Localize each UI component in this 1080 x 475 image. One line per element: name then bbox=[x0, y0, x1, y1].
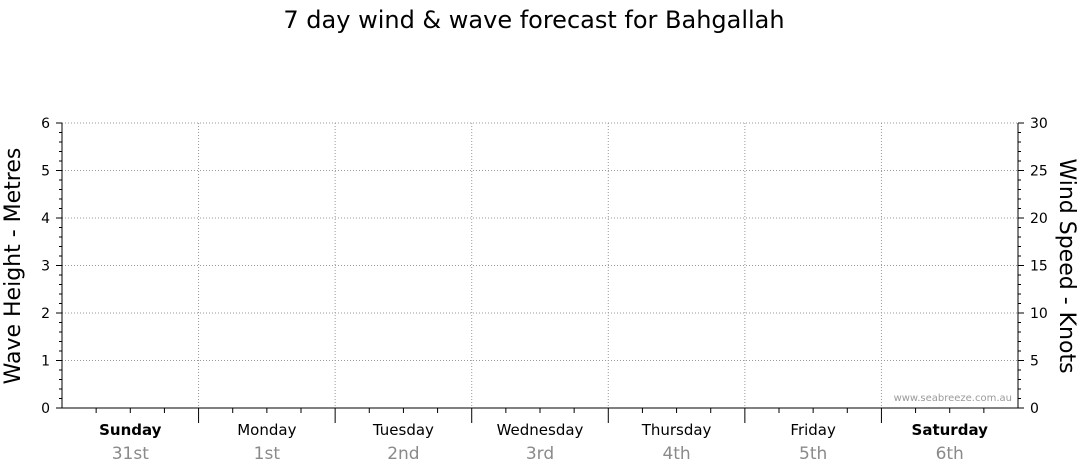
day-date-label: 1st bbox=[254, 444, 281, 464]
axes bbox=[61, 123, 1019, 423]
left-tick-label: 5 bbox=[41, 164, 50, 180]
day-date-label: 2nd bbox=[387, 444, 419, 464]
right-tick-label: 25 bbox=[1030, 164, 1048, 180]
right-tick-label: 20 bbox=[1030, 211, 1048, 227]
right-tick-label: 15 bbox=[1030, 259, 1048, 275]
day-date-label: 4th bbox=[662, 444, 690, 464]
left-tick-label: 4 bbox=[41, 211, 50, 227]
day-name-label: Thursday bbox=[641, 421, 712, 439]
left-tick-label: 2 bbox=[41, 306, 50, 322]
right-tick-label: 10 bbox=[1030, 306, 1048, 322]
day-date-label: 3rd bbox=[526, 444, 554, 464]
left-axis-ticks: 0 1 2 3 4 5 6 bbox=[41, 116, 62, 417]
day-name-label: Saturday bbox=[912, 421, 989, 439]
left-tick-label: 1 bbox=[41, 354, 50, 370]
chart-title: 7 day wind & wave forecast for Bahgallah bbox=[283, 6, 784, 34]
day-name-label: Monday bbox=[237, 421, 296, 439]
day-labels: Sunday 31st Monday 1st Tuesday 2nd Wednesday 3r… bbox=[99, 421, 988, 464]
day-name-label: Friday bbox=[790, 421, 836, 439]
right-axis-ticks: 0 5 10 15 20 25 30 bbox=[1018, 116, 1048, 417]
day-date-label: 5th bbox=[799, 444, 827, 464]
day-date-label: 31st bbox=[112, 444, 149, 464]
day-name-label: Wednesday bbox=[497, 421, 584, 439]
right-axis-title: Wind Speed - Knots bbox=[1054, 158, 1079, 373]
day-name-label: Tuesday bbox=[372, 421, 434, 439]
day-name-label: Sunday bbox=[99, 421, 162, 439]
day-date-label: 6th bbox=[936, 444, 964, 464]
right-tick-label: 0 bbox=[1030, 401, 1039, 417]
right-tick-label: 30 bbox=[1030, 116, 1048, 132]
left-tick-label: 6 bbox=[41, 116, 50, 132]
watermark: www.seabreeze.com.au bbox=[894, 393, 1012, 404]
grid bbox=[62, 122, 1018, 408]
left-axis-title: Wave Height - Metres bbox=[1, 148, 26, 385]
left-tick-label: 0 bbox=[41, 401, 50, 417]
right-tick-label: 5 bbox=[1030, 354, 1039, 370]
left-tick-label: 3 bbox=[41, 259, 50, 275]
